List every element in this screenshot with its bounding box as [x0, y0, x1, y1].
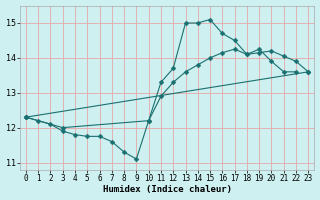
X-axis label: Humidex (Indice chaleur): Humidex (Indice chaleur)	[103, 185, 232, 194]
